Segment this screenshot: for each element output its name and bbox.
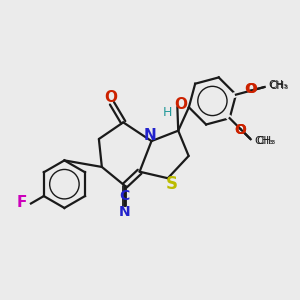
- Text: C: C: [120, 189, 130, 203]
- Text: F: F: [16, 195, 27, 210]
- Text: O: O: [234, 123, 246, 137]
- Text: O: O: [270, 83, 271, 84]
- Text: O: O: [174, 97, 188, 112]
- Text: CH₃: CH₃: [254, 136, 274, 146]
- Text: CH₃: CH₃: [270, 81, 289, 91]
- Text: O: O: [245, 82, 257, 97]
- Text: CH₃: CH₃: [256, 136, 275, 146]
- Text: H: H: [163, 106, 172, 119]
- Text: O: O: [104, 91, 117, 106]
- Text: N: N: [144, 128, 156, 143]
- Text: O: O: [235, 123, 247, 137]
- Text: O: O: [244, 82, 256, 96]
- Text: S: S: [165, 175, 177, 193]
- Text: CH₃: CH₃: [268, 80, 287, 90]
- Text: N: N: [119, 205, 130, 219]
